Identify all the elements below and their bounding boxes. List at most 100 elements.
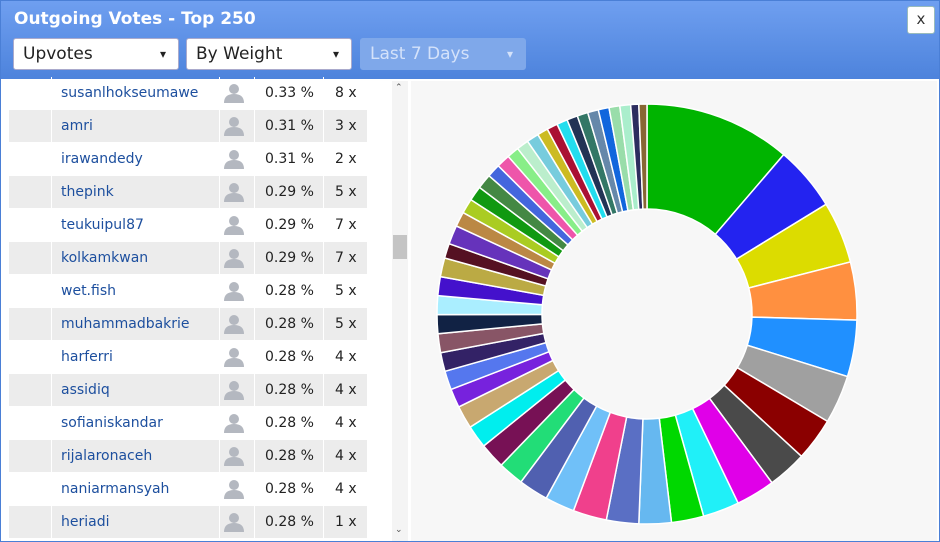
- cell-border: [323, 341, 324, 373]
- cell-border: [323, 242, 324, 274]
- vote-count: 2 x: [335, 151, 357, 167]
- user-icon: [224, 84, 244, 103]
- cell-border: [219, 143, 220, 175]
- voter-name[interactable]: sofianiskandar: [61, 415, 163, 431]
- cell-border: [51, 242, 52, 274]
- cell-border: [323, 176, 324, 208]
- cell-border: [254, 110, 255, 142]
- cell-border: [323, 110, 324, 142]
- scrollbar[interactable]: ⌃ ⌄: [392, 81, 408, 541]
- vote-percent: 0.31 %: [265, 151, 314, 167]
- vote-count: 4 x: [335, 448, 357, 464]
- user-icon: [224, 117, 244, 136]
- cell-border: [254, 374, 255, 406]
- close-button[interactable]: x: [907, 6, 935, 34]
- table-row: teukuipul87 0.29 % 7 x: [9, 209, 367, 241]
- voter-name[interactable]: harferri: [61, 349, 113, 365]
- voter-name[interactable]: rijalaronaceh: [61, 448, 153, 464]
- vote-count: 7 x: [335, 217, 357, 233]
- voter-name[interactable]: kolkamkwan: [61, 250, 149, 266]
- cell-border: [323, 77, 324, 109]
- table-row: harferri 0.28 % 4 x: [9, 341, 367, 373]
- cell-border: [323, 209, 324, 241]
- voter-name[interactable]: heriadi: [61, 514, 110, 530]
- vote-count: 5 x: [335, 184, 357, 200]
- voter-name[interactable]: naniarmansyah: [61, 481, 170, 497]
- cell-border: [254, 440, 255, 472]
- vote-count: 4 x: [335, 382, 357, 398]
- vote-percent: 0.28 %: [265, 481, 314, 497]
- cell-border: [219, 440, 220, 472]
- cell-border: [51, 440, 52, 472]
- cell-border: [254, 176, 255, 208]
- table-row: muhammadbakrie 0.28 % 5 x: [9, 308, 367, 340]
- table-row: wet.fish 0.28 % 5 x: [9, 275, 367, 307]
- cell-border: [219, 110, 220, 142]
- cell-border: [219, 209, 220, 241]
- user-icon: [224, 216, 244, 235]
- cell-border: [254, 275, 255, 307]
- vote-count: 4 x: [335, 481, 357, 497]
- scroll-up[interactable]: ⌃: [395, 83, 403, 93]
- cell-border: [254, 143, 255, 175]
- cell-border: [51, 77, 52, 109]
- cell-border: [219, 242, 220, 274]
- cell-border: [219, 275, 220, 307]
- vote-percent: 0.28 %: [265, 316, 314, 332]
- cell-border: [254, 473, 255, 505]
- table-row: thepink 0.29 % 5 x: [9, 176, 367, 208]
- cell-border: [51, 407, 52, 439]
- voter-name[interactable]: wet.fish: [61, 283, 116, 299]
- vote-count: 5 x: [335, 283, 357, 299]
- table-row: irawandedy 0.31 % 2 x: [9, 143, 367, 175]
- user-icon: [224, 183, 244, 202]
- table-row: susanlhokseumawe 0.33 % 8 x: [9, 77, 367, 109]
- cell-border: [254, 209, 255, 241]
- cell-border: [323, 374, 324, 406]
- vote-percent: 0.28 %: [265, 448, 314, 464]
- voter-name[interactable]: muhammadbakrie: [61, 316, 190, 332]
- table-row: rijalaronaceh 0.28 % 4 x: [9, 440, 367, 472]
- vote-count: 7 x: [335, 250, 357, 266]
- cell-border: [254, 242, 255, 274]
- user-icon: [224, 315, 244, 334]
- voter-name[interactable]: irawandedy: [61, 151, 143, 167]
- vote-percent: 0.28 %: [265, 514, 314, 530]
- table-row: amri 0.31 % 3 x: [9, 110, 367, 142]
- vote-percent: 0.29 %: [265, 217, 314, 233]
- scroll-thumb[interactable]: [393, 235, 407, 259]
- user-icon: [224, 381, 244, 400]
- cell-border: [51, 506, 52, 538]
- voter-name[interactable]: susanlhokseumawe: [61, 85, 199, 101]
- cell-border: [219, 341, 220, 373]
- voter-name[interactable]: thepink: [61, 184, 114, 200]
- cell-border: [323, 275, 324, 307]
- user-icon: [224, 513, 244, 532]
- cell-border: [51, 473, 52, 505]
- cell-border: [51, 341, 52, 373]
- user-icon: [224, 249, 244, 268]
- cell-border: [254, 341, 255, 373]
- table-row: kolkamkwan 0.29 % 7 x: [9, 242, 367, 274]
- cell-border: [323, 308, 324, 340]
- cell-border: [323, 473, 324, 505]
- scroll-down[interactable]: ⌄: [395, 525, 403, 535]
- vote-count: 4 x: [335, 415, 357, 431]
- vote-count: 5 x: [335, 316, 357, 332]
- user-icon: [224, 480, 244, 499]
- table-row: naniarmansyah 0.28 % 4 x: [9, 473, 367, 505]
- cell-border: [51, 176, 52, 208]
- vote-count: 3 x: [335, 118, 357, 134]
- voter-name[interactable]: amri: [61, 118, 93, 134]
- vote-percent: 0.28 %: [265, 415, 314, 431]
- voter-name[interactable]: teukuipul87: [61, 217, 144, 233]
- table-row: sofianiskandar 0.28 % 4 x: [9, 407, 367, 439]
- vote-count: 8 x: [335, 85, 357, 101]
- period-dropdown: Last 7 Days: [360, 38, 526, 70]
- voter-name[interactable]: assidiq: [61, 382, 110, 398]
- vote-percent: 0.28 %: [265, 382, 314, 398]
- vote-type-dropdown[interactable]: Upvotes: [13, 38, 179, 70]
- sort-dropdown[interactable]: By Weight: [186, 38, 352, 70]
- chart-area: [411, 81, 937, 541]
- vote-percent: 0.31 %: [265, 118, 314, 134]
